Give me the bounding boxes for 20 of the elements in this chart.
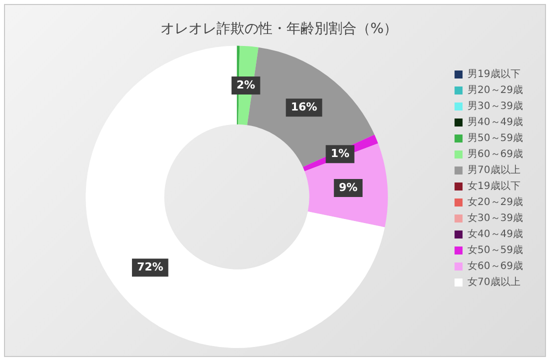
chart-title: オレオレ詐欺の性・年齢別割合（%） <box>160 21 398 38</box>
legend-label: 女50～59歳 <box>468 244 524 256</box>
legend-label: 男20～29歳 <box>468 84 524 96</box>
legend-label: 女30～39歳 <box>468 212 524 224</box>
legend-label: 女20～29歳 <box>468 196 524 208</box>
legend-label: 男19歳以下 <box>468 68 520 80</box>
data-label: 16% <box>290 100 318 114</box>
data-label: 9% <box>338 180 358 194</box>
legend-label: 女70歳以上 <box>468 276 520 288</box>
legend-label: 男60～69歳 <box>468 148 524 160</box>
legend-label: 男50～59歳 <box>468 132 524 144</box>
legend-label: 男30～39歳 <box>468 100 524 112</box>
data-label: 72% <box>136 260 164 274</box>
legend-label: 女40～49歳 <box>468 228 524 240</box>
data-label: 2% <box>236 78 256 92</box>
legend-label: 男70歳以上 <box>468 164 520 176</box>
data-label: 1% <box>330 146 350 160</box>
legend-label: 女19歳以下 <box>468 180 520 192</box>
legend-label: 女60～69歳 <box>468 260 524 272</box>
legend-label: 男40～49歳 <box>468 116 524 128</box>
